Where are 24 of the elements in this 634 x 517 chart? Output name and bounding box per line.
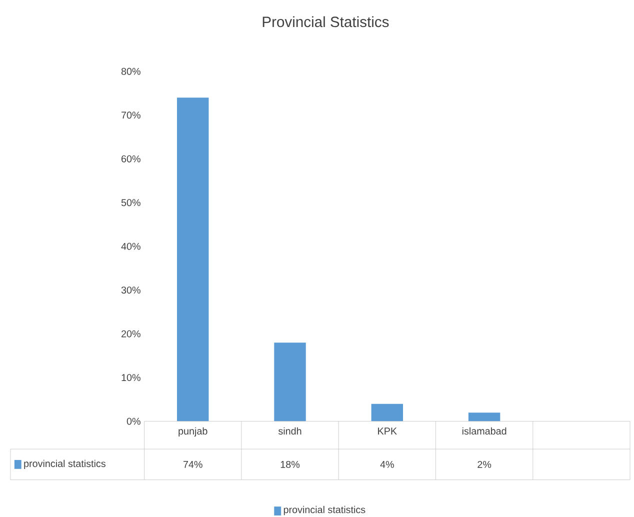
x-tick-label: KPK	[378, 427, 397, 434]
data-label: 2%	[478, 460, 492, 468]
bar	[274, 342, 306, 422]
text: provincial statistics	[284, 506, 366, 515]
data-label: 74%	[183, 460, 202, 468]
y-tick-label: 30%	[121, 286, 140, 294]
chart-title: Provincial Statistics	[262, 16, 389, 27]
bar	[371, 404, 404, 422]
y-tick-label: 40%	[121, 242, 140, 250]
x-tick-label: punjab	[178, 427, 208, 436]
x-tick-label: sindh	[278, 427, 302, 434]
y-tick-label: 60%	[122, 155, 140, 162]
y-tick-label: 70%	[122, 111, 140, 118]
bar	[176, 97, 209, 422]
data-label: 18%	[280, 460, 300, 468]
y-tick-label: 20%	[122, 330, 140, 338]
y-tick-label: 50%	[121, 198, 140, 206]
legend-label: provincial statistics	[24, 460, 106, 469]
y-tick-label: 0%	[126, 418, 140, 425]
data-label: 4%	[380, 460, 394, 468]
x-tick-label: islamabad	[462, 427, 506, 434]
y-tick-label: 80%	[121, 68, 140, 75]
bar	[468, 412, 500, 422]
y-tick-label: 10%	[122, 374, 140, 381]
